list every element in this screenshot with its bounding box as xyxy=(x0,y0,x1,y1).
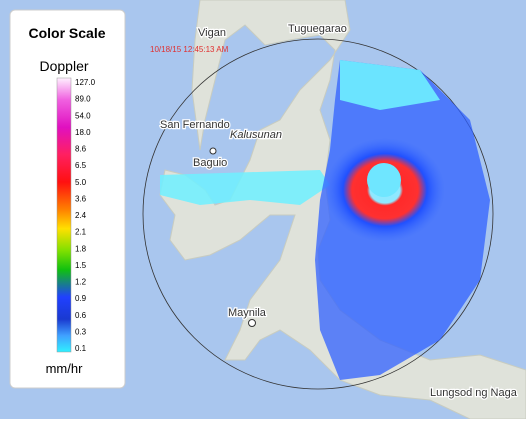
scale-label: 8.6 xyxy=(75,145,87,154)
scale-label: 1.8 xyxy=(75,244,87,253)
city-marker xyxy=(209,147,217,155)
scale-label: 2.1 xyxy=(75,228,87,237)
scale-label: 54.0 xyxy=(75,111,91,120)
city-marker xyxy=(248,319,256,327)
scale-label: 2.4 xyxy=(75,211,87,220)
rain-band xyxy=(160,170,330,205)
scale-label: 5.0 xyxy=(75,178,87,187)
color-bar xyxy=(56,77,72,353)
scale-label: 0.3 xyxy=(75,327,87,336)
place-label: Kalusunan xyxy=(230,129,282,141)
scale-label: 89.0 xyxy=(75,95,91,104)
timestamp: 10/18/15 12:45:13 AM xyxy=(150,45,229,54)
legend-product: Doppler xyxy=(39,58,88,74)
radar-range-ring xyxy=(142,38,494,390)
scale-label: 18.0 xyxy=(75,128,91,137)
place-label: San Fernando xyxy=(160,119,230,131)
place-label: Tuguegarao xyxy=(288,23,347,35)
scale-label: 127.0 xyxy=(75,78,96,87)
typhoon-eye xyxy=(367,163,401,197)
scale-label: 6.5 xyxy=(75,161,87,170)
scale-label: 0.1 xyxy=(75,344,87,353)
legend-panel: Color Scale Doppler 127.0 89.0 54.0 18.0 8.6… xyxy=(9,9,126,389)
legend-title: Color Scale xyxy=(28,25,105,41)
scale-label: 0.6 xyxy=(75,311,87,320)
place-label: Lungsod ng Naga xyxy=(430,387,518,399)
scale-label: 1.5 xyxy=(75,261,87,270)
place-label: Vigan xyxy=(198,27,226,39)
legend-unit: mm/hr xyxy=(46,361,84,376)
rain-band xyxy=(340,60,440,110)
scale-label: 3.6 xyxy=(75,194,87,203)
place-label: Maynila xyxy=(228,307,267,319)
scale-label: 0.9 xyxy=(75,294,87,303)
scale-label: 1.2 xyxy=(75,278,87,287)
place-label: Baguio xyxy=(193,157,227,169)
